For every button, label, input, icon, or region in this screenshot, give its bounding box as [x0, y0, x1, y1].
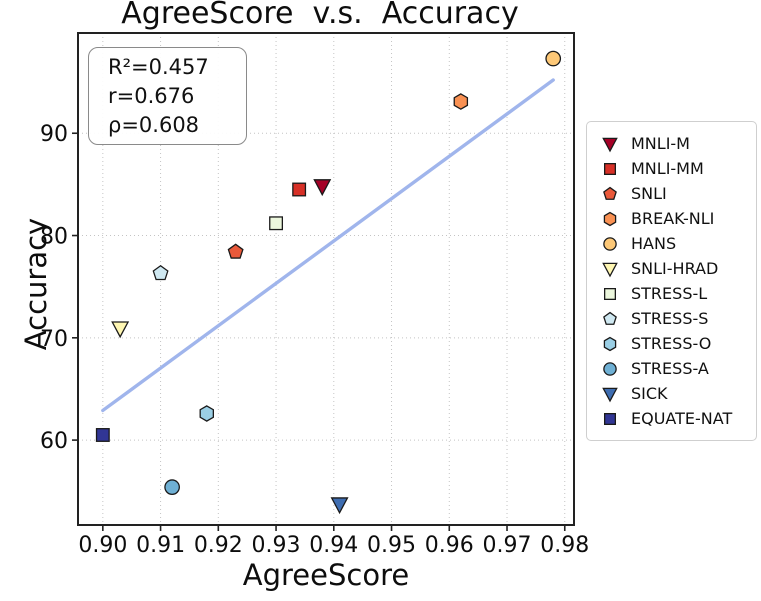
point-MNLI-MM	[292, 182, 307, 197]
legend-label: SNLI-HRAD	[631, 259, 719, 278]
legend-marker-hans-icon	[603, 236, 617, 251]
svg-text:60: 60	[40, 429, 68, 454]
svg-text:0.95: 0.95	[367, 533, 416, 558]
point-EQUATE-NAT	[95, 428, 110, 442]
legend-item-equate-nat: EQUATE-NAT	[595, 406, 750, 431]
point-STRESS-S	[152, 264, 169, 281]
point-SNLI-HRAD	[111, 321, 130, 339]
stats-spearman-rho: ρ=0.608	[108, 113, 200, 137]
y-axis-ticks: 60 70 80 90	[40, 122, 78, 454]
svg-text:0.93: 0.93	[252, 533, 301, 558]
svg-text:0.96: 0.96	[425, 533, 474, 558]
legend-item-snli-hrad: SNLI-HRAD	[595, 256, 750, 281]
stats-annotation-box: R²=0.457 r=0.676 ρ=0.608	[88, 47, 247, 145]
legend-label: SICK	[631, 384, 668, 403]
legend-item-hans: HANS	[595, 231, 750, 256]
svg-text:0.90: 0.90	[78, 533, 127, 558]
legend-label: HANS	[631, 234, 677, 253]
legend-item-break-nli: BREAK-NLI	[595, 206, 750, 231]
legend-marker-mnli-m-icon	[602, 137, 618, 152]
svg-text:0.94: 0.94	[309, 533, 358, 558]
point-SNLI	[227, 243, 244, 259]
chart-title: AgreeScore v.s. Accuracy	[121, 0, 519, 31]
point-STRESS-O	[199, 405, 215, 422]
legend-label: BREAK-NLI	[631, 209, 715, 228]
legend-item-mnli-m: MNLI-M	[595, 131, 750, 156]
legend-marker-break-nli-icon	[603, 211, 617, 226]
legend-item-stress-l: STRESS-L	[595, 281, 750, 306]
legend-item-snli: SNLI	[595, 181, 750, 206]
point-BREAK-NLI	[453, 93, 469, 110]
legend-label: STRESS-L	[631, 284, 708, 303]
legend-marker-sick-icon	[602, 387, 618, 402]
legend-item-stress-s: STRESS-S	[595, 306, 750, 331]
legend-item-sick: SICK	[595, 381, 750, 406]
x-axis-ticks: 0.90 0.91 0.92 0.93 0.94 0.95 0.96 0.97 0.98	[78, 525, 589, 558]
svg-text:0.92: 0.92	[194, 533, 243, 558]
point-STRESS-L	[269, 216, 284, 231]
regression-line	[101, 78, 555, 413]
legend-marker-stress-s-icon	[603, 311, 617, 325]
legend-marker-snli-hrad-icon	[602, 262, 618, 277]
point-HANS	[545, 50, 562, 67]
legend-label: MNLI-M	[631, 134, 690, 153]
point-MNLI-M	[313, 179, 332, 197]
legend-marker-stress-a-icon	[603, 361, 617, 376]
legend-marker-stress-o-icon	[603, 336, 617, 351]
svg-text:90: 90	[40, 122, 68, 147]
legend-item-stress-o: STRESS-O	[595, 331, 750, 356]
svg-text:80: 80	[40, 225, 68, 250]
legend-label: SNLI	[631, 184, 667, 203]
legend: MNLI-M MNLI-MM SNLI BREAK-NLI HANS SNLI-…	[586, 121, 757, 441]
svg-text:0.97: 0.97	[483, 533, 532, 558]
scatter-points	[95, 50, 562, 515]
legend-item-stress-a: STRESS-A	[595, 356, 750, 381]
plot-frame	[77, 32, 575, 526]
legend-item-mnli-mm: MNLI-MM	[595, 156, 750, 181]
svg-text:0.91: 0.91	[136, 533, 185, 558]
stats-pearson-r: r=0.676	[108, 84, 195, 108]
legend-label: EQUATE-NAT	[631, 409, 733, 428]
y-axis-label: Accuracy	[19, 217, 53, 351]
legend-label: STRESS-O	[631, 334, 712, 353]
svg-text:70: 70	[40, 327, 68, 352]
x-axis-label: AgreeScore	[242, 558, 410, 592]
legend-marker-equate-nat-icon	[603, 412, 617, 425]
stats-r-squared: R²=0.457	[108, 55, 209, 79]
point-SICK	[330, 497, 349, 515]
svg-text:0.98: 0.98	[540, 533, 589, 558]
legend-marker-stress-l-icon	[603, 287, 617, 300]
legend-label: STRESS-S	[631, 309, 709, 328]
legend-marker-mnli-mm-icon	[603, 162, 617, 175]
legend-label: MNLI-MM	[631, 159, 704, 178]
legend-marker-snli-icon	[603, 186, 617, 200]
gridlines	[78, 33, 574, 525]
legend-label: STRESS-A	[631, 359, 709, 378]
point-STRESS-A	[164, 479, 180, 496]
